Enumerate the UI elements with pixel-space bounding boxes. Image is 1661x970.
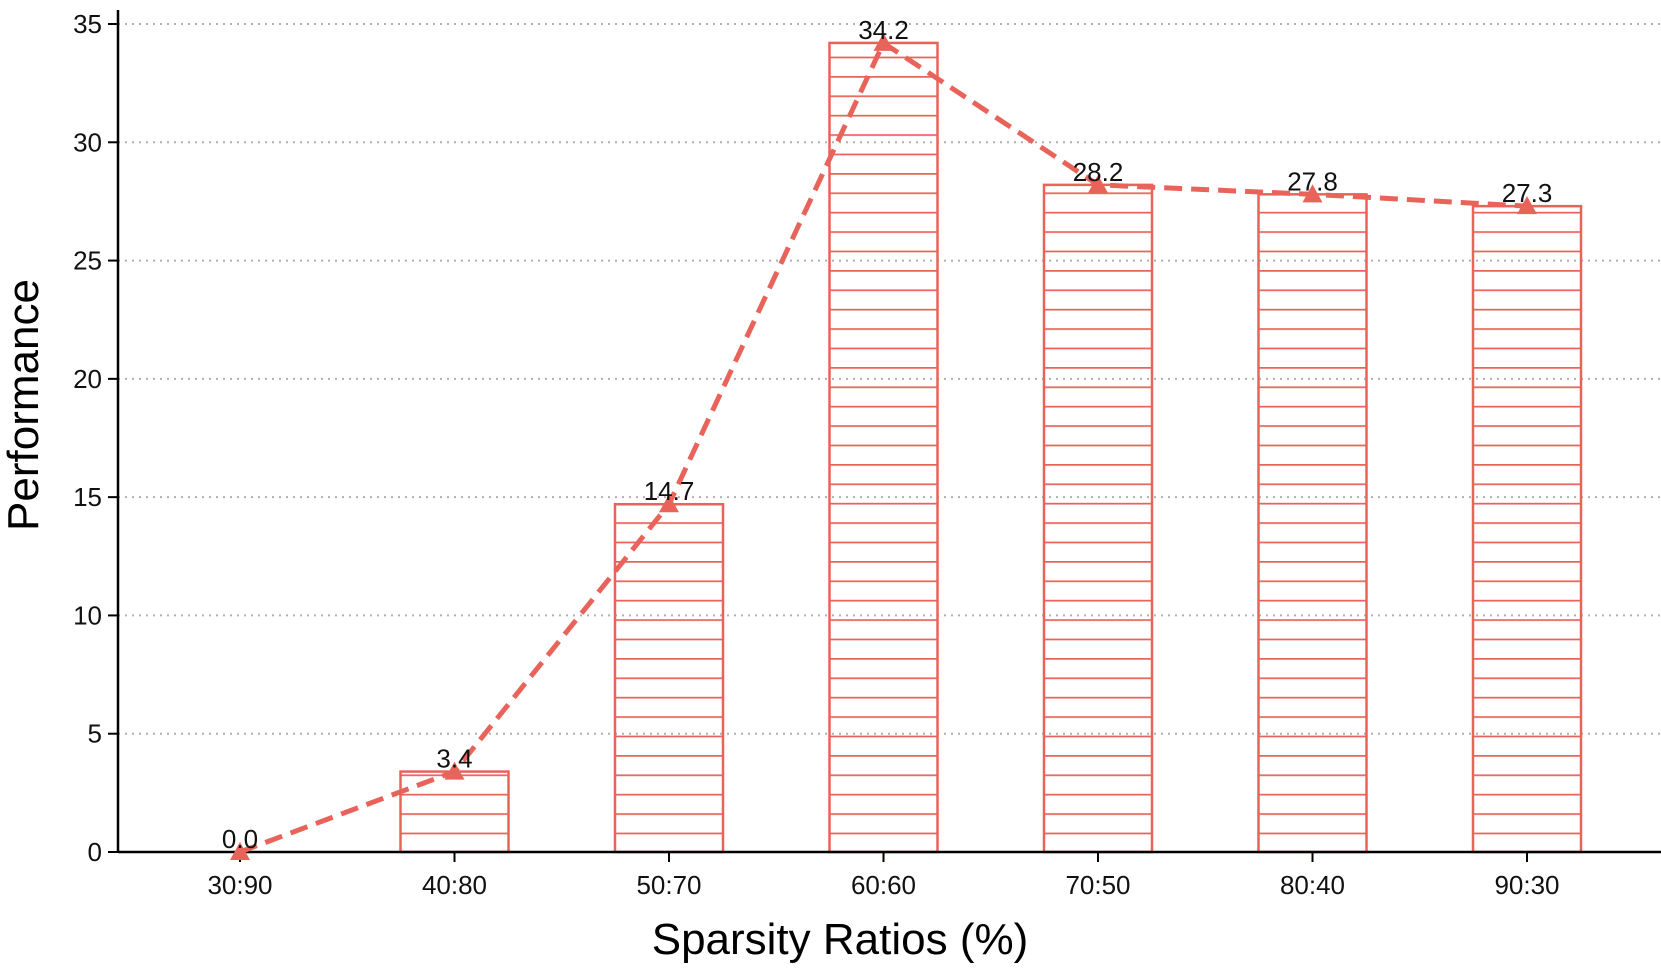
y-tick-label: 15 xyxy=(73,482,102,512)
x-tick-label: 90:30 xyxy=(1494,870,1559,900)
data-label: 27.3 xyxy=(1502,178,1553,208)
triangle-marker xyxy=(873,32,894,51)
x-tick-label: 50:70 xyxy=(636,870,701,900)
axes xyxy=(116,10,1661,854)
y-tick-label: 10 xyxy=(73,600,102,630)
bars xyxy=(399,41,1583,854)
data-label: 34.2 xyxy=(858,15,909,45)
triangle-marker xyxy=(1302,184,1323,203)
y-tick-label: 30 xyxy=(73,127,102,157)
triangle-marker xyxy=(1517,196,1537,215)
x-tick-label: 60:60 xyxy=(851,870,916,900)
triangle-marker xyxy=(444,761,465,780)
triangle-marker xyxy=(659,494,679,513)
bar xyxy=(828,41,939,854)
data-label: 0.0 xyxy=(222,824,258,854)
bar xyxy=(1257,193,1368,854)
y-tick-label: 20 xyxy=(73,364,102,394)
y-axis-title: Performance xyxy=(0,279,48,531)
y-tick-label: 35 xyxy=(73,9,102,39)
trend-line xyxy=(230,32,1537,860)
data-labels: 0.0 3.4 14.7 34.2 28.2 27.8 27.3 xyxy=(222,15,1552,854)
x-ticks: 30:90 40:80 50:70 60:60 70:50 80:40 90:30 xyxy=(207,852,1560,900)
data-label: 3.4 xyxy=(436,744,472,774)
data-label: 28.2 xyxy=(1073,157,1124,187)
x-tick-label: 80:40 xyxy=(1280,870,1345,900)
y-tick-label: 5 xyxy=(88,719,102,749)
y-tick-label: 0 xyxy=(88,837,102,867)
y-ticks: 0 5 10 15 20 25 30 35 xyxy=(73,9,118,867)
data-label: 14.7 xyxy=(644,476,695,506)
x-tick-label: 30:90 xyxy=(207,870,272,900)
x-axis-title: Sparsity Ratios (%) xyxy=(652,915,1029,964)
triangle-marker xyxy=(230,842,250,860)
data-label: 27.8 xyxy=(1287,166,1338,196)
x-tick-label: 70:50 xyxy=(1065,870,1130,900)
bar xyxy=(613,502,725,854)
x-tick-label: 40:80 xyxy=(422,870,487,900)
bar xyxy=(1471,204,1583,854)
bar xyxy=(1042,183,1154,854)
triangle-marker xyxy=(1088,174,1108,193)
y-tick-label: 25 xyxy=(73,246,102,276)
